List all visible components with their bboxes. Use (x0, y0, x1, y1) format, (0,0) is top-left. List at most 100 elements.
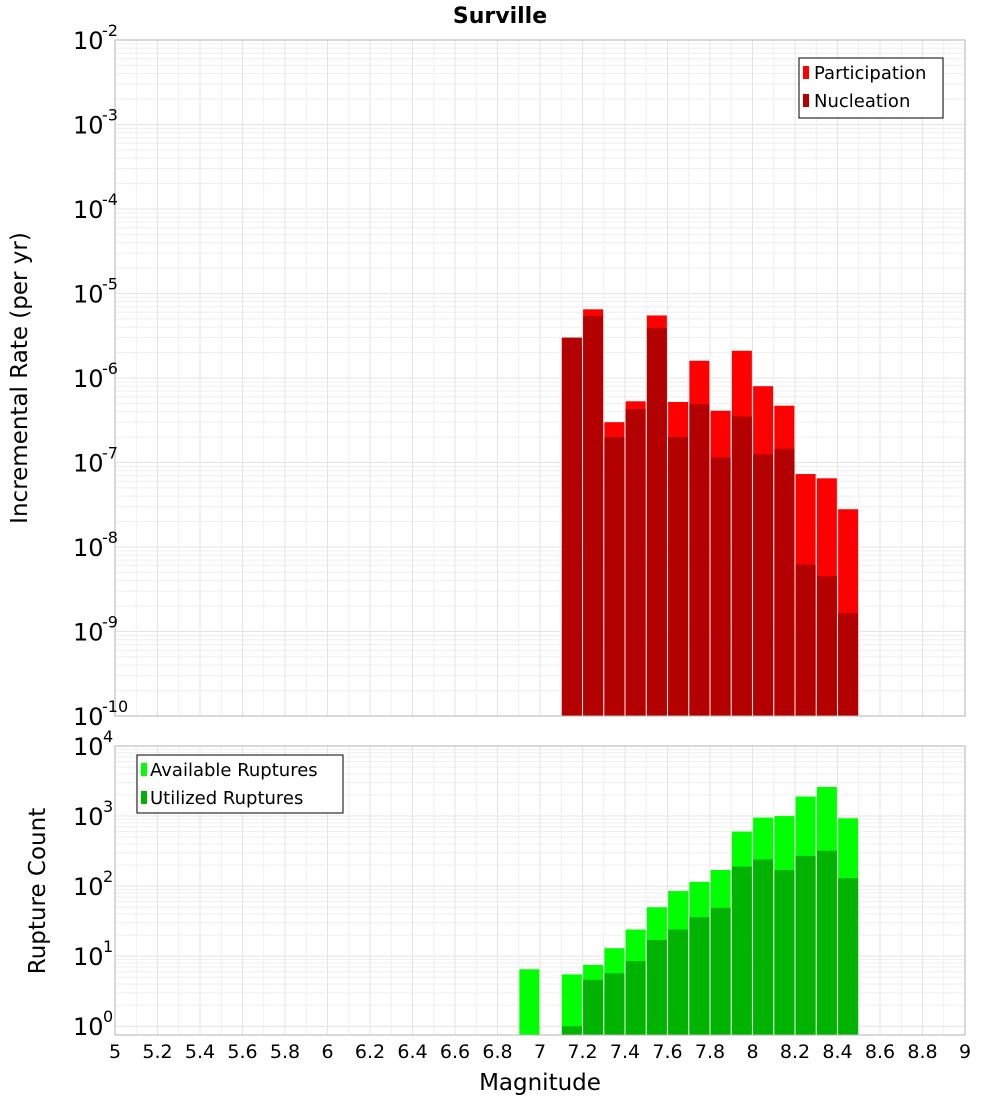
y-tick-label: 10-9 (73, 613, 118, 647)
y-tick-label: 10-5 (73, 275, 118, 309)
bar-utilized-ruptures (710, 907, 731, 1035)
legend-label-participation: Participation (814, 63, 926, 84)
y-tick-exponent: 4 (103, 727, 113, 746)
top-rate-panel: 10-210-310-410-510-610-710-810-910-10 In… (7, 21, 966, 731)
x-tick-label: 7.4 (610, 1041, 640, 1063)
y-tick-exponent: -3 (102, 106, 118, 125)
x-tick-label: 7 (534, 1041, 546, 1063)
y-tick-exponent: -10 (102, 697, 128, 716)
y-tick-label: 10-3 (73, 106, 118, 140)
x-tick-label: 6.6 (440, 1041, 470, 1063)
y-tick-base: 10 (73, 27, 104, 55)
x-tick-label: 6.8 (482, 1041, 512, 1063)
y-tick-exponent: 1 (103, 937, 113, 956)
legend-swatch-available (141, 763, 147, 776)
bar-nucleation (668, 437, 689, 716)
bar-utilized-ruptures (625, 961, 646, 1035)
y-tick-base: 10 (73, 873, 104, 901)
x-tick-label: 6 (321, 1041, 333, 1063)
y-tick-base: 10 (73, 1013, 104, 1041)
x-axis-title: Magnitude (479, 1070, 601, 1096)
top-y-ticks: 10-210-310-410-510-610-710-810-910-10 (73, 21, 128, 731)
y-tick-exponent: 2 (103, 867, 113, 886)
x-tick-label: 7.2 (567, 1041, 597, 1063)
bottom-bars (519, 786, 859, 1035)
x-tick-label: 7.8 (695, 1041, 725, 1063)
bar-utilized-ruptures (774, 869, 795, 1035)
x-tick-label: 6.4 (397, 1041, 427, 1063)
x-tick-label: 8.4 (822, 1041, 852, 1063)
bar-nucleation (838, 613, 859, 716)
bar-utilized-ruptures (816, 850, 837, 1035)
bar-utilized-ruptures (583, 979, 604, 1035)
y-tick-label: 10 0 (73, 1007, 113, 1041)
y-tick-label: 10-4 (73, 190, 118, 224)
y-tick-base: 10 (73, 803, 104, 831)
x-tick-label: 6.2 (355, 1041, 385, 1063)
x-tick-label: 5.2 (142, 1041, 172, 1063)
y-tick-exponent: 0 (103, 1007, 113, 1026)
top-bars (561, 309, 859, 716)
y-tick-exponent: -6 (102, 359, 118, 378)
bar-available-ruptures (519, 969, 540, 1035)
y-tick-exponent: -2 (102, 21, 118, 40)
y-tick-base: 10 (73, 703, 104, 731)
chart-title: Surville (453, 4, 547, 29)
y-tick-label: 10 1 (73, 937, 113, 971)
y-tick-exponent: -5 (102, 275, 118, 294)
y-tick-base: 10 (73, 534, 104, 562)
y-tick-label: 10-7 (73, 444, 118, 478)
y-tick-exponent: -8 (102, 528, 118, 547)
bar-utilized-ruptures (838, 878, 859, 1035)
legend-label-available: Available Ruptures (150, 760, 318, 781)
bar-nucleation (753, 454, 774, 716)
y-tick-base: 10 (73, 943, 104, 971)
y-tick-base: 10 (73, 619, 104, 647)
x-tick-label: 8.2 (780, 1041, 810, 1063)
legend-label-utilized: Utilized Ruptures (150, 788, 303, 809)
bar-utilized-ruptures (646, 940, 667, 1035)
y-tick-base: 10 (73, 365, 104, 393)
y-tick-base: 10 (73, 112, 104, 140)
top-legend: Participation Nucleation (798, 57, 944, 119)
y-tick-exponent: -7 (102, 444, 118, 463)
x-tick-label: 5.6 (227, 1041, 257, 1063)
bar-nucleation (774, 448, 795, 716)
bar-nucleation (646, 328, 667, 716)
x-tick-label: 8 (746, 1041, 758, 1063)
y-tick-label: 10 3 (73, 797, 113, 831)
y-tick-label: 10-10 (73, 697, 128, 731)
bar-utilized-ruptures (795, 855, 816, 1035)
bar-nucleation (689, 404, 710, 716)
bar-utilized-ruptures (689, 917, 710, 1035)
y-tick-label: 10 2 (73, 867, 113, 901)
bar-nucleation (731, 416, 752, 716)
x-tick-label: 5.4 (185, 1041, 215, 1063)
y-tick-exponent: -4 (102, 190, 118, 209)
bar-nucleation (795, 564, 816, 716)
bar-utilized-ruptures (561, 1026, 582, 1035)
bar-utilized-ruptures (604, 973, 625, 1035)
x-ticks: 5 5.2 5.4 5.6 5.8 6 6.2 6.4 6.6 6.8 7 7.2 7.4 7.6 7.8 8… (109, 1041, 971, 1063)
y-tick-label: 10 4 (73, 727, 113, 761)
x-tick-label: 5 (109, 1041, 121, 1063)
bar-nucleation (561, 337, 582, 716)
bottom-legend: Available Ruptures Utilized Ruptures (136, 754, 344, 814)
y-tick-base: 10 (73, 733, 104, 761)
x-tick-label: 9 (959, 1041, 971, 1063)
y-tick-base: 10 (73, 450, 104, 478)
bar-nucleation (816, 576, 837, 716)
top-y-axis-title: Incremental Rate (per yr) (7, 232, 33, 524)
bar-nucleation (583, 316, 604, 716)
bar-utilized-ruptures (753, 859, 774, 1035)
y-tick-exponent: 3 (103, 797, 113, 816)
bottom-y-axis-title: Rupture Count (25, 808, 51, 974)
bar-available-ruptures (561, 974, 582, 1035)
y-tick-label: 10-2 (73, 21, 118, 55)
x-tick-label: 8.8 (907, 1041, 937, 1063)
bar-nucleation (625, 408, 646, 716)
legend-swatch-nucleation (803, 94, 809, 107)
